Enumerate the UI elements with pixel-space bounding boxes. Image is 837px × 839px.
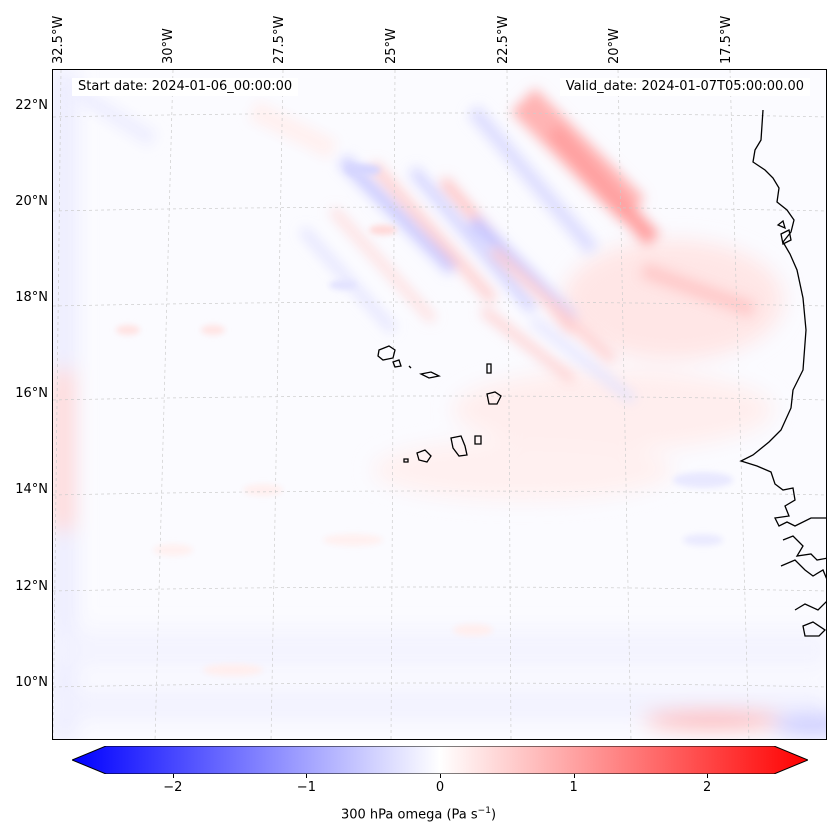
island-sao-vicente bbox=[392, 359, 402, 368]
island-boa-vista bbox=[486, 391, 502, 405]
colorbar-gradient bbox=[72, 746, 808, 774]
colorbar-tick bbox=[440, 774, 441, 778]
lat-label-22n: 22°N bbox=[15, 98, 48, 113]
omega-field bbox=[53, 70, 826, 739]
lat-label-18n: 18°N bbox=[15, 290, 48, 305]
island-santa-luzia bbox=[408, 365, 412, 369]
colorbar-tick-label: 0 bbox=[435, 780, 445, 795]
lat-label-20n: 20°N bbox=[15, 194, 48, 209]
lon-label-17.5w: 17.5°W bbox=[719, 15, 734, 64]
island-sal bbox=[486, 363, 492, 374]
colorbar-tick bbox=[172, 774, 174, 778]
colorbar-label-close: ) bbox=[490, 807, 497, 823]
lon-label-25w: 25°W bbox=[384, 28, 399, 64]
colorbar-tick bbox=[707, 774, 709, 778]
colorbar-tick-label: −1 bbox=[296, 780, 316, 795]
omega-wave-streaks bbox=[68, 83, 756, 404]
island-brava bbox=[403, 458, 409, 463]
island-maio bbox=[474, 435, 482, 445]
island-santo-antao bbox=[377, 345, 396, 361]
graticule bbox=[53, 70, 826, 739]
colorbar-tick bbox=[573, 774, 575, 778]
map-panel[interactable] bbox=[52, 69, 827, 740]
island-fogo bbox=[416, 449, 432, 463]
colorbar-tick-label: −2 bbox=[163, 780, 183, 795]
colorbar-tick bbox=[306, 774, 308, 778]
colorbar-label: 300 hPa omega (Pa s−1) bbox=[0, 806, 837, 822]
lat-label-10n: 10°N bbox=[15, 675, 48, 690]
coastline bbox=[739, 109, 826, 637]
island-sao-nicolau bbox=[419, 371, 441, 379]
colorbar-tick-label: 1 bbox=[569, 780, 578, 795]
lat-label-14n: 14°N bbox=[15, 482, 48, 497]
colorbar-label-text: 300 hPa omega (Pa s bbox=[340, 807, 478, 823]
colorbar-label-exp: −1 bbox=[477, 806, 491, 816]
lon-label-30w: 30°W bbox=[161, 28, 176, 64]
omega-small-features bbox=[116, 164, 733, 676]
lon-label-27.5w: 27.5°W bbox=[272, 15, 287, 64]
lat-label-12n: 12°N bbox=[15, 579, 48, 594]
valid-date-label: Valid_date: 2024-01-07T05:00:00.00 bbox=[559, 78, 810, 96]
colorbar bbox=[72, 746, 808, 774]
lon-label-20w: 20°W bbox=[607, 28, 622, 64]
lat-label-16n: 16°N bbox=[15, 386, 48, 401]
cape-verde-islands bbox=[377, 345, 502, 463]
lon-label-32.5w: 32.5°W bbox=[51, 15, 66, 64]
island-santiago bbox=[450, 435, 468, 457]
colorbar-tick-label: 2 bbox=[703, 780, 712, 795]
omega-background bbox=[53, 70, 826, 739]
start-date-label: Start date: 2024-01-06_00:00:00 bbox=[72, 78, 299, 96]
lon-label-22.5w: 22.5°W bbox=[496, 15, 511, 64]
